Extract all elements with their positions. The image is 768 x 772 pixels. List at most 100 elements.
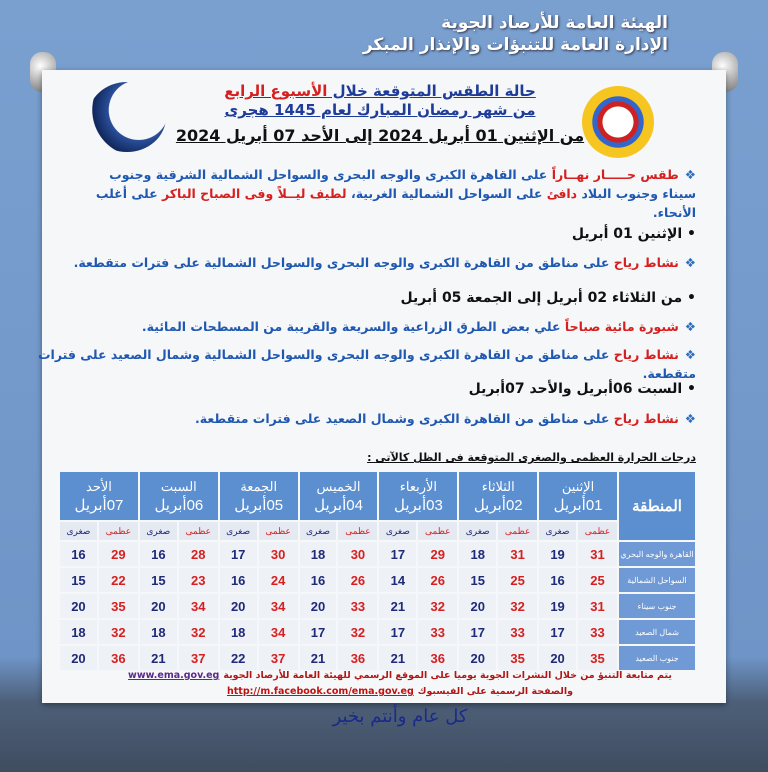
min-temp: 17 [299, 620, 337, 644]
day-column-header: الخميس 04أبريل [299, 472, 378, 520]
bulletin-title: حالة الطقس المتوقعة خلال الأسبوع الرابع [180, 82, 580, 101]
max-temp: 32 [338, 620, 378, 644]
max-temp: 32 [498, 594, 538, 618]
region-name: السواحل الشمالية [619, 568, 695, 592]
max-temp: 36 [338, 646, 378, 670]
forecast-item: ❖ شبورة مائية صباحاً علي بعض الطرق الزراع… [142, 317, 696, 336]
min-temp: 19 [539, 542, 576, 566]
t: دافئ [546, 186, 578, 201]
day-column-header: السبت 06أبريل [139, 472, 218, 520]
min-label: صغرى [60, 522, 97, 540]
footer-line2: والصفحة الرسمية على الفيسبوكhttp://m.fac… [100, 686, 700, 697]
t: على السواحل الشمالية الغربية، [346, 186, 547, 201]
min-label: صغرى [299, 522, 337, 540]
min-temp: 14 [379, 568, 417, 592]
max-label: عظمى [577, 522, 617, 540]
day-column-header: الجمعة 05أبريل [219, 472, 298, 520]
t: على أغلب الأنحاء. [95, 186, 696, 220]
max-label: عظمى [98, 522, 138, 540]
max-temp: 26 [418, 568, 458, 592]
max-temp: 34 [258, 620, 298, 644]
min-temp: 18 [459, 542, 497, 566]
t: نشاط رياح [613, 255, 679, 270]
max-temp: 36 [98, 646, 138, 670]
day-name: الثلاثاء [481, 479, 515, 494]
max-temp: 29 [418, 542, 458, 566]
max-temp: 25 [577, 568, 617, 592]
summary-paragraph: ❖ طقس حـــــار نهــاراً على القاهرة الكبر… [72, 165, 696, 222]
footer-line1: يتم متابعة التنبؤ من خلال النشرات الجوية… [100, 670, 700, 681]
max-temp: 33 [418, 620, 458, 644]
org-header: الهيئة العامة للأرصاد الجوية الإدارة الع… [363, 12, 668, 56]
bullet-icon: ❖ [684, 347, 696, 362]
min-temp: 15 [60, 568, 97, 592]
day-date: 05أبريل [234, 497, 284, 514]
day-column-header: الأحد 07أبريل [60, 472, 138, 520]
website-link[interactable]: www.ema.gov.eg [128, 670, 220, 681]
min-temp: 20 [459, 594, 497, 618]
t: على مناطق من القاهرة الكبرى والوجه البحر… [37, 347, 696, 381]
max-temp: 22 [98, 568, 138, 592]
min-temp: 19 [539, 594, 576, 618]
t: لطيف ليــلاً وفى الصباح الباكر [162, 186, 347, 201]
region-name: القاهرة والوجه البحري [619, 542, 695, 566]
table-row: السواحل الشمالية 25 16 25 15 26 14 26 16 24 16 23 15… [60, 568, 695, 592]
min-temp: 16 [60, 542, 97, 566]
min-temp: 20 [60, 646, 97, 670]
max-temp: 29 [98, 542, 138, 566]
day-name: الخميس [316, 479, 361, 494]
title-week: الأسبوع الرابع [224, 82, 328, 100]
bullet-icon: ❖ [684, 411, 696, 426]
table-row: جنوب الصعيد 35 20 35 20 36 21 36 21 37 22 37 21 36 20 [60, 646, 695, 670]
min-temp: 20 [219, 594, 257, 618]
min-temp: 15 [139, 568, 177, 592]
min-temp: 16 [219, 568, 257, 592]
max-temp: 32 [418, 594, 458, 618]
max-temp: 33 [338, 594, 378, 618]
bullet-icon: ❖ [684, 319, 696, 334]
max-temp: 23 [178, 568, 218, 592]
min-temp: 18 [299, 542, 337, 566]
region-header: المنطقة [619, 472, 695, 540]
region-name: جنوب سيناء [619, 594, 695, 618]
facebook-link[interactable]: http://m.facebook.com/ema.gov.eg [226, 686, 414, 697]
day-heading: • الإثنين 01 أبريل [571, 226, 696, 242]
max-temp: 24 [258, 568, 298, 592]
temperature-table: المنطقة الإثنين 01أبريل الثلاثاء 02أبريل الأر… [58, 470, 697, 672]
day-name: الأحد [86, 479, 112, 494]
day-date: 06أبريل [154, 497, 204, 514]
max-label: عظمى [498, 522, 538, 540]
t: طقس حـــــار نهــاراً [551, 167, 679, 182]
min-temp: 22 [219, 646, 257, 670]
max-temp: 25 [498, 568, 538, 592]
max-label: عظمى [258, 522, 298, 540]
min-temp: 17 [379, 620, 417, 644]
t: يتم متابعة التنبؤ من خلال النشرات الجوية… [223, 670, 672, 681]
min-temp: 18 [60, 620, 97, 644]
min-temp: 20 [60, 594, 97, 618]
max-temp: 35 [498, 646, 538, 670]
min-label: صغرى [539, 522, 576, 540]
day-column-header: الثلاثاء 02أبريل [459, 472, 538, 520]
min-temp: 16 [299, 568, 337, 592]
min-temp: 21 [379, 646, 417, 670]
max-temp: 35 [98, 594, 138, 618]
region-name: جنوب الصعيد [619, 646, 695, 670]
ramadan-moon-image [88, 82, 166, 152]
day-date: 03أبريل [393, 497, 443, 514]
min-temp: 16 [139, 542, 177, 566]
date-range: من الإثنين 01 أبريل 2024 إلى الأحد 07 أب… [175, 126, 585, 145]
min-temp: 18 [219, 620, 257, 644]
max-temp: 33 [498, 620, 538, 644]
max-temp: 36 [418, 646, 458, 670]
min-temp: 20 [139, 594, 177, 618]
org-name: الهيئة العامة للأرصاد الجوية [441, 13, 668, 33]
forecast-item: ❖ نشاط رياح على مناطق من القاهرة الكبرى و… [0, 345, 696, 383]
ema-logo [582, 86, 654, 158]
t: الإثنين 01 أبريل [571, 226, 683, 242]
day-date: 02أبريل [473, 497, 523, 514]
day-date: 07أبريل [74, 497, 124, 514]
max-temp: 32 [98, 620, 138, 644]
table-row: القاهرة والوجه البحري 31 19 31 18 29 17 30 18 30 1… [60, 542, 695, 566]
t: علي بعض الطرق الزراعية والسريعة والقريبة… [141, 319, 565, 334]
